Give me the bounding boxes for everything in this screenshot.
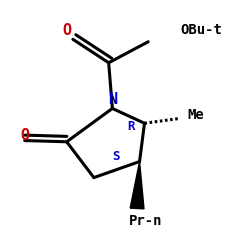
Text: O: O [20, 128, 29, 143]
Text: OBu-t: OBu-t [180, 23, 222, 37]
Text: Pr-n: Pr-n [129, 214, 163, 228]
Text: N: N [108, 92, 117, 107]
Text: O: O [62, 23, 71, 38]
Text: R: R [127, 121, 135, 133]
Polygon shape [130, 162, 144, 209]
Text: S: S [112, 150, 120, 163]
Text: Me: Me [188, 108, 205, 122]
